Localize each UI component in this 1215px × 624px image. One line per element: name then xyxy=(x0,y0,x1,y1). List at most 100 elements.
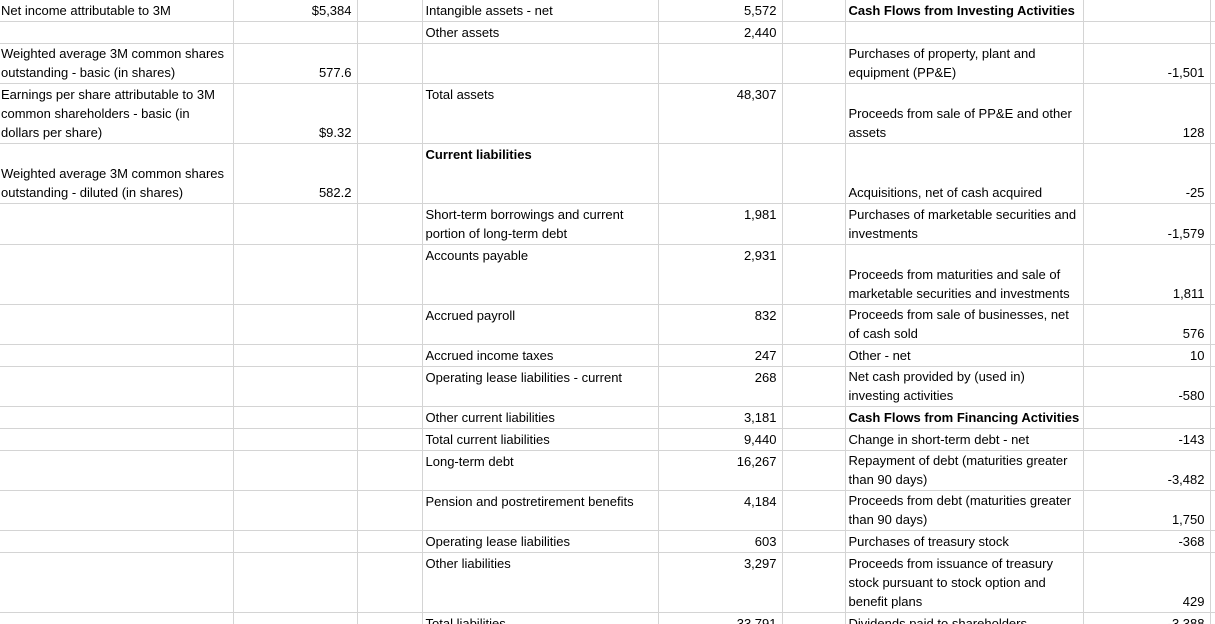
cell-r10-c1[interactable] xyxy=(0,366,234,407)
cell-r4-c5[interactable]: 48,307 xyxy=(657,83,783,144)
cell-r4-c9[interactable] xyxy=(1209,83,1215,144)
cell-r1-c7[interactable]: Cash Flows from Investing Activities xyxy=(844,0,1084,22)
cell-r10-c7[interactable]: Net cash provided by (used in) investing… xyxy=(844,366,1084,407)
cell-r16-c7[interactable]: Proceeds from issuance of treasury stock… xyxy=(844,552,1084,613)
cell-r11-c3[interactable] xyxy=(356,406,423,429)
cell-r7-c6[interactable] xyxy=(781,244,846,305)
cell-r9-c8[interactable]: 10 xyxy=(1082,344,1211,367)
cell-r10-c8[interactable]: -580 xyxy=(1082,366,1211,407)
cell-r16-c3[interactable] xyxy=(356,552,423,613)
cell-r14-c4[interactable]: Pension and postretirement benefits xyxy=(421,490,659,531)
cell-r2-c1[interactable] xyxy=(0,21,234,44)
cell-r6-c8[interactable]: -1,579 xyxy=(1082,203,1211,245)
cell-r2-c5[interactable]: 2,440 xyxy=(657,21,783,44)
cell-r17-c5[interactable]: 33,791 xyxy=(657,612,783,624)
cell-r15-c3[interactable] xyxy=(356,530,423,553)
cell-r8-c3[interactable] xyxy=(356,304,423,345)
cell-r5-c7[interactable]: Acquisitions, net of cash acquired xyxy=(844,143,1084,204)
cell-r10-c4[interactable]: Operating lease liabilities - current xyxy=(421,366,659,407)
cell-r4-c3[interactable] xyxy=(356,83,423,144)
cell-r17-c4[interactable]: Total liabilities xyxy=(421,612,659,624)
cell-r6-c1[interactable] xyxy=(0,203,234,245)
cell-r15-c2[interactable] xyxy=(232,530,358,553)
cell-r1-c8[interactable] xyxy=(1082,0,1211,22)
cell-r9-c6[interactable] xyxy=(781,344,846,367)
cell-r5-c2[interactable]: 582.2 xyxy=(232,143,358,204)
cell-r1-c3[interactable] xyxy=(356,0,423,22)
cell-r17-c3[interactable] xyxy=(356,612,423,624)
cell-r13-c5[interactable]: 16,267 xyxy=(657,450,783,491)
cell-r8-c1[interactable] xyxy=(0,304,234,345)
cell-r8-c9[interactable] xyxy=(1209,304,1215,345)
cell-r12-c4[interactable]: Total current liabilities xyxy=(421,428,659,451)
cell-r3-c2[interactable]: 577.6 xyxy=(232,43,358,84)
cell-r17-c9[interactable] xyxy=(1209,612,1215,624)
cell-r12-c8[interactable]: -143 xyxy=(1082,428,1211,451)
cell-r5-c9[interactable] xyxy=(1209,143,1215,204)
cell-r11-c5[interactable]: 3,181 xyxy=(657,406,783,429)
cell-r11-c4[interactable]: Other current liabilities xyxy=(421,406,659,429)
cell-r13-c6[interactable] xyxy=(781,450,846,491)
cell-r1-c1[interactable]: Net income attributable to 3M xyxy=(0,0,234,22)
cell-r9-c9[interactable] xyxy=(1209,344,1215,367)
cell-r14-c6[interactable] xyxy=(781,490,846,531)
cell-r15-c9[interactable] xyxy=(1209,530,1215,553)
cell-r11-c9[interactable] xyxy=(1209,406,1215,429)
cell-r10-c3[interactable] xyxy=(356,366,423,407)
cell-r6-c5[interactable]: 1,981 xyxy=(657,203,783,245)
cell-r5-c3[interactable] xyxy=(356,143,423,204)
cell-r3-c7[interactable]: Purchases of property, plant and equipme… xyxy=(844,43,1084,84)
cell-r6-c7[interactable]: Purchases of marketable securities and i… xyxy=(844,203,1084,245)
cell-r4-c7[interactable]: Proceeds from sale of PP&E and other ass… xyxy=(844,83,1084,144)
cell-r3-c8[interactable]: -1,501 xyxy=(1082,43,1211,84)
cell-r2-c7[interactable] xyxy=(844,21,1084,44)
cell-r1-c2[interactable]: $5,384 xyxy=(232,0,358,22)
cell-r13-c1[interactable] xyxy=(0,450,234,491)
cell-r13-c9[interactable] xyxy=(1209,450,1215,491)
cell-r8-c6[interactable] xyxy=(781,304,846,345)
cell-r13-c3[interactable] xyxy=(356,450,423,491)
cell-r10-c9[interactable] xyxy=(1209,366,1215,407)
cell-r11-c7[interactable]: Cash Flows from Financing Activities xyxy=(844,406,1084,429)
cell-r1-c4[interactable]: Intangible assets - net xyxy=(421,0,659,22)
cell-r8-c5[interactable]: 832 xyxy=(657,304,783,345)
cell-r17-c6[interactable] xyxy=(781,612,846,624)
cell-r15-c5[interactable]: 603 xyxy=(657,530,783,553)
cell-r16-c8[interactable]: 429 xyxy=(1082,552,1211,613)
cell-r3-c3[interactable] xyxy=(356,43,423,84)
cell-r7-c5[interactable]: 2,931 xyxy=(657,244,783,305)
cell-r9-c4[interactable]: Accrued income taxes xyxy=(421,344,659,367)
cell-r2-c2[interactable] xyxy=(232,21,358,44)
cell-r10-c6[interactable] xyxy=(781,366,846,407)
cell-r14-c5[interactable]: 4,184 xyxy=(657,490,783,531)
cell-r1-c9[interactable] xyxy=(1209,0,1215,22)
cell-r11-c2[interactable] xyxy=(232,406,358,429)
cell-r9-c1[interactable] xyxy=(0,344,234,367)
cell-r14-c2[interactable] xyxy=(232,490,358,531)
cell-r7-c8[interactable]: 1,811 xyxy=(1082,244,1211,305)
cell-r15-c6[interactable] xyxy=(781,530,846,553)
cell-r15-c1[interactable] xyxy=(0,530,234,553)
cell-r17-c1[interactable] xyxy=(0,612,234,624)
cell-r7-c9[interactable] xyxy=(1209,244,1215,305)
cell-r14-c7[interactable]: Proceeds from debt (maturities greater t… xyxy=(844,490,1084,531)
cell-r8-c4[interactable]: Accrued payroll xyxy=(421,304,659,345)
cell-r6-c2[interactable] xyxy=(232,203,358,245)
cell-r14-c1[interactable] xyxy=(0,490,234,531)
cell-r12-c1[interactable] xyxy=(0,428,234,451)
cell-r1-c6[interactable] xyxy=(781,0,846,22)
cell-r8-c2[interactable] xyxy=(232,304,358,345)
cell-r8-c7[interactable]: Proceeds from sale of businesses, net of… xyxy=(844,304,1084,345)
cell-r16-c2[interactable] xyxy=(232,552,358,613)
cell-r4-c1[interactable]: Earnings per share attributable to 3M co… xyxy=(0,83,234,144)
cell-r4-c4[interactable]: Total assets xyxy=(421,83,659,144)
cell-r16-c9[interactable] xyxy=(1209,552,1215,613)
cell-r3-c1[interactable]: Weighted average 3M common shares outsta… xyxy=(0,43,234,84)
cell-r14-c8[interactable]: 1,750 xyxy=(1082,490,1211,531)
cell-r15-c7[interactable]: Purchases of treasury stock xyxy=(844,530,1084,553)
cell-r17-c7[interactable]: Dividends paid to shareholders xyxy=(844,612,1084,624)
cell-r13-c2[interactable] xyxy=(232,450,358,491)
cell-r16-c1[interactable] xyxy=(0,552,234,613)
cell-r15-c4[interactable]: Operating lease liabilities xyxy=(421,530,659,553)
cell-r9-c7[interactable]: Other - net xyxy=(844,344,1084,367)
